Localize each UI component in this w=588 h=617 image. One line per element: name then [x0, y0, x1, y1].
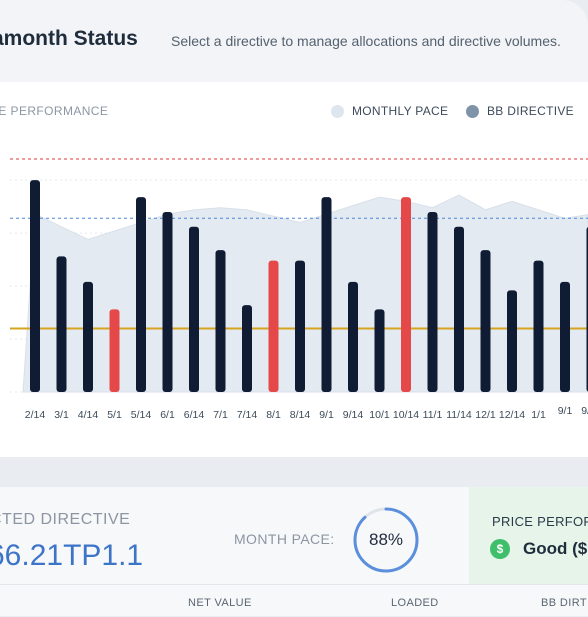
- bar-12/14[interactable]: [507, 290, 517, 392]
- bar-3/1[interactable]: [57, 256, 67, 392]
- bar-7/1[interactable]: [216, 250, 226, 392]
- x-tick-label: 9/14: [343, 409, 364, 421]
- header: amonth Status Select a directive to mana…: [0, 0, 588, 82]
- price-performance-card[interactable]: PRICE PERFOR $ Good ($: [469, 487, 588, 584]
- bar-8/14[interactable]: [295, 261, 305, 392]
- bar-9/1[interactable]: [560, 282, 570, 392]
- x-tick-label: 9/1: [319, 409, 334, 421]
- x-tick-label: 9/14: [581, 405, 588, 417]
- column-header-bb-dirt[interactable]: BB DIRT: [541, 597, 587, 609]
- column-header-loaded[interactable]: LOADED: [391, 597, 439, 609]
- x-tick-label: 7/14: [237, 409, 258, 421]
- dollar-icon: $: [490, 539, 510, 559]
- legend-dot-icon: [466, 105, 479, 118]
- bar-1/1[interactable]: [534, 261, 544, 392]
- price-performance-label: PRICE PERFOR: [492, 514, 588, 529]
- bar-5/14[interactable]: [136, 197, 146, 392]
- page-subtitle: Select a directive to manage allocations…: [171, 33, 561, 49]
- x-tick-label: 8/14: [290, 409, 311, 421]
- legend-label: BB DIRECTIVE: [487, 104, 574, 118]
- x-tick-label: 4/14: [78, 409, 99, 421]
- bar-9/14[interactable]: [348, 282, 358, 392]
- legend-item-bb-directive[interactable]: BB DIRECTIVE: [466, 104, 574, 118]
- page-title: amonth Status: [0, 27, 138, 51]
- chart-title: VE PERFORMANCE: [0, 104, 108, 118]
- bar-7/14[interactable]: [242, 305, 252, 392]
- bar-11/1[interactable]: [428, 212, 438, 392]
- selected-directive-label: CTED DIRECTIVE: [0, 511, 130, 529]
- x-tick-labels: 2/14 3/1 4/14 5/1 5/14 6/1 6/14 7/1 7/14 8/1 8/14 9…: [25, 405, 588, 421]
- bar-2/14[interactable]: [30, 180, 40, 392]
- bottom-panel: CTED DIRECTIVE 66.21TP1.1 MONTH PACE: 88…: [0, 487, 588, 616]
- bar-9/1[interactable]: [322, 197, 332, 392]
- x-tick-label: 5/1: [107, 409, 122, 421]
- legend-label: MONTHLY PACE: [352, 104, 448, 118]
- bar-chart: 2/14 3/1 4/14 5/1 5/14 6/1 6/14 7/1 7/14 8/1 8/14 9…: [0, 142, 588, 432]
- column-header-net-value[interactable]: NET VALUE: [188, 597, 252, 609]
- x-tick-label: 6/1: [160, 409, 175, 421]
- x-tick-label: 1/1: [531, 409, 546, 421]
- bar-12/1[interactable]: [481, 250, 491, 392]
- bar-11/14[interactable]: [454, 227, 464, 392]
- month-pace-label: MONTH PACE:: [234, 531, 335, 547]
- table-header-row: NET VALUE LOADED BB DIRT: [0, 584, 588, 617]
- x-tick-label: 10/1: [369, 409, 390, 421]
- x-tick-label: 11/14: [446, 409, 472, 421]
- bar-6/14[interactable]: [189, 227, 199, 392]
- monthly-pace-area: [23, 195, 588, 392]
- x-tick-label: 6/14: [184, 409, 205, 421]
- bar-10/1[interactable]: [375, 309, 385, 392]
- x-tick-label: 12/1: [475, 409, 496, 421]
- bar-6/1[interactable]: [163, 212, 173, 392]
- legend-item-monthly-pace[interactable]: MONTHLY PACE: [331, 104, 448, 118]
- x-tick-label: 5/14: [131, 409, 152, 421]
- x-tick-label: 7/1: [213, 409, 228, 421]
- x-tick-label: 8/1: [266, 409, 281, 421]
- bar-5/1[interactable]: [110, 309, 120, 392]
- chart-panel: VE PERFORMANCE MONTHLY PACE BB DIRECTIVE…: [0, 82, 588, 457]
- x-tick-label: 11/1: [423, 409, 443, 421]
- x-tick-label: 3/1: [54, 409, 69, 421]
- selected-directive-value[interactable]: 66.21TP1.1: [0, 539, 143, 573]
- legend-dot-icon: [331, 105, 344, 118]
- x-tick-label: 9/1: [558, 405, 573, 417]
- x-tick-label: 12/14: [499, 409, 525, 421]
- pace-percent: 88%: [351, 505, 421, 575]
- x-tick-label: 10/14: [393, 409, 419, 421]
- price-performance-value: Good ($: [523, 539, 587, 559]
- bar-4/14[interactable]: [83, 282, 93, 392]
- bar-8/1[interactable]: [269, 261, 279, 392]
- x-tick-label: 2/14: [25, 409, 46, 421]
- bar-10/14[interactable]: [401, 197, 411, 392]
